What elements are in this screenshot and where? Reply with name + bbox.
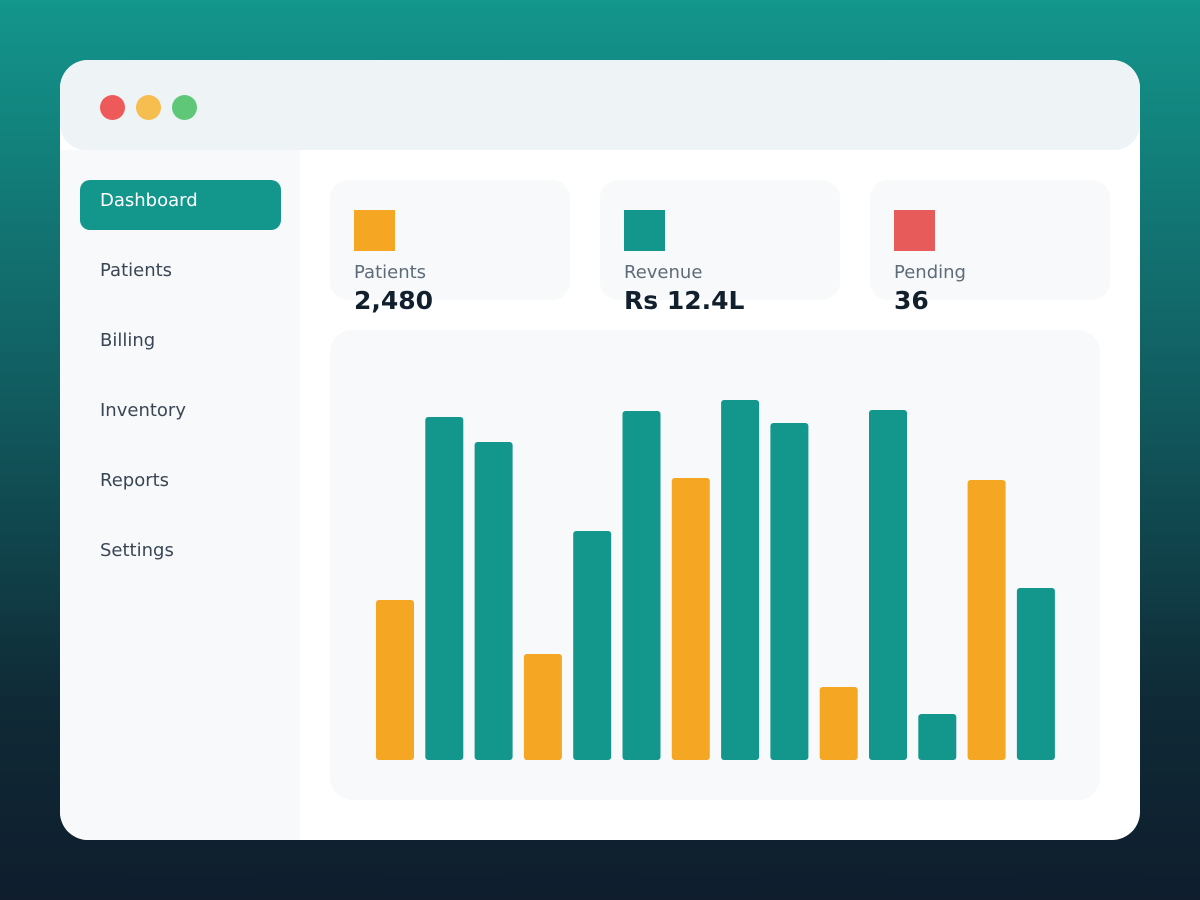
stat-card-value: 36 [894, 286, 929, 315]
sidebar-item-inventory[interactable]: Inventory [100, 400, 186, 421]
stat-card-label: Revenue [624, 262, 703, 283]
stat-card-patients[interactable]: Patients 2,480 [330, 180, 570, 315]
app-window: Dashboard Patients Billing Inventory Rep… [60, 60, 1140, 840]
chart-bar-3 [474, 442, 513, 760]
stat-card-pending[interactable]: Pending 36 [870, 180, 1110, 315]
chart-bar-11 [869, 410, 907, 760]
chart-bar-13 [967, 480, 1006, 760]
title-bar [60, 60, 1140, 150]
sidebar-item-reports[interactable]: Reports [100, 470, 170, 491]
pending-stat-icon [894, 210, 935, 251]
chart-bar-6 [622, 411, 661, 760]
sidebar-item-billing[interactable]: Billing [100, 330, 156, 351]
stat-card-revenue[interactable]: Revenue Rs 12.4L [600, 180, 840, 315]
close-window-button[interactable] [100, 95, 125, 120]
minimize-window-button[interactable] [136, 95, 161, 120]
bar-chart [376, 400, 1055, 760]
stat-card-label: Pending [894, 262, 966, 283]
chart-bar-8 [721, 400, 760, 760]
chart-bar-4 [523, 654, 562, 760]
chart-bar-7 [671, 478, 710, 760]
stat-card-value: 2,480 [354, 286, 434, 315]
maximize-window-button[interactable] [172, 95, 197, 120]
chart-bar-10 [819, 687, 858, 760]
sidebar: Dashboard Patients Billing Inventory Rep… [60, 150, 300, 840]
chart-bar-12 [918, 714, 957, 760]
sidebar-item-dashboard[interactable]: Dashboard [80, 180, 281, 230]
revenue-stat-icon [624, 210, 665, 251]
sidebar-item-settings[interactable]: Settings [100, 540, 174, 561]
chart-bar-5 [573, 531, 612, 760]
bar-chart-panel [330, 330, 1100, 800]
sidebar-item-patients[interactable]: Patients [100, 260, 173, 281]
stat-card-value: Rs 12.4L [624, 286, 745, 315]
stat-card-label: Patients [354, 262, 427, 283]
chart-bar-9 [770, 423, 809, 760]
chart-bar-1 [376, 600, 414, 760]
chart-bar-14 [1016, 588, 1055, 760]
chart-bar-2 [425, 417, 464, 760]
patients-stat-icon [354, 210, 395, 251]
